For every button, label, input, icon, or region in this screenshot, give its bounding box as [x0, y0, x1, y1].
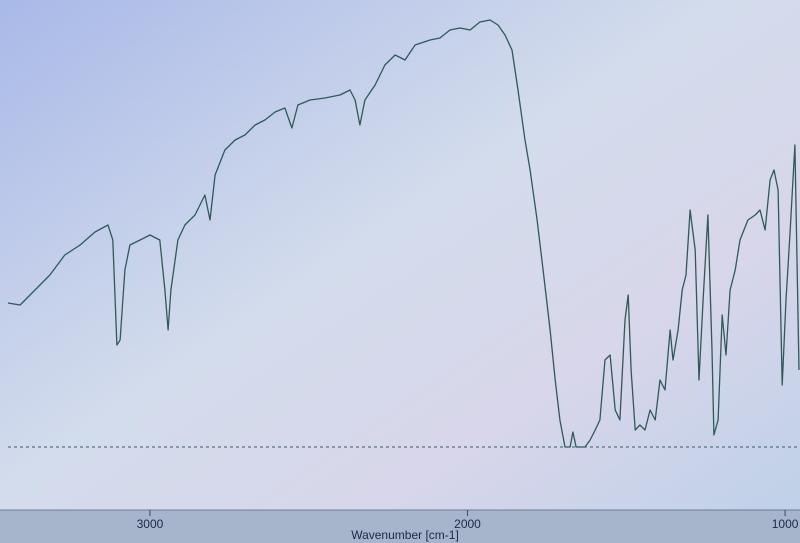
x-axis-label: Wavenumber [cm-1] — [351, 528, 459, 542]
x-tick-label: 3000 — [137, 517, 164, 531]
x-tick-label: 1000 — [772, 517, 799, 531]
axis-band — [0, 510, 800, 543]
spectrum-line — [7, 19, 800, 448]
x-tick-label: 2000 — [454, 517, 481, 531]
